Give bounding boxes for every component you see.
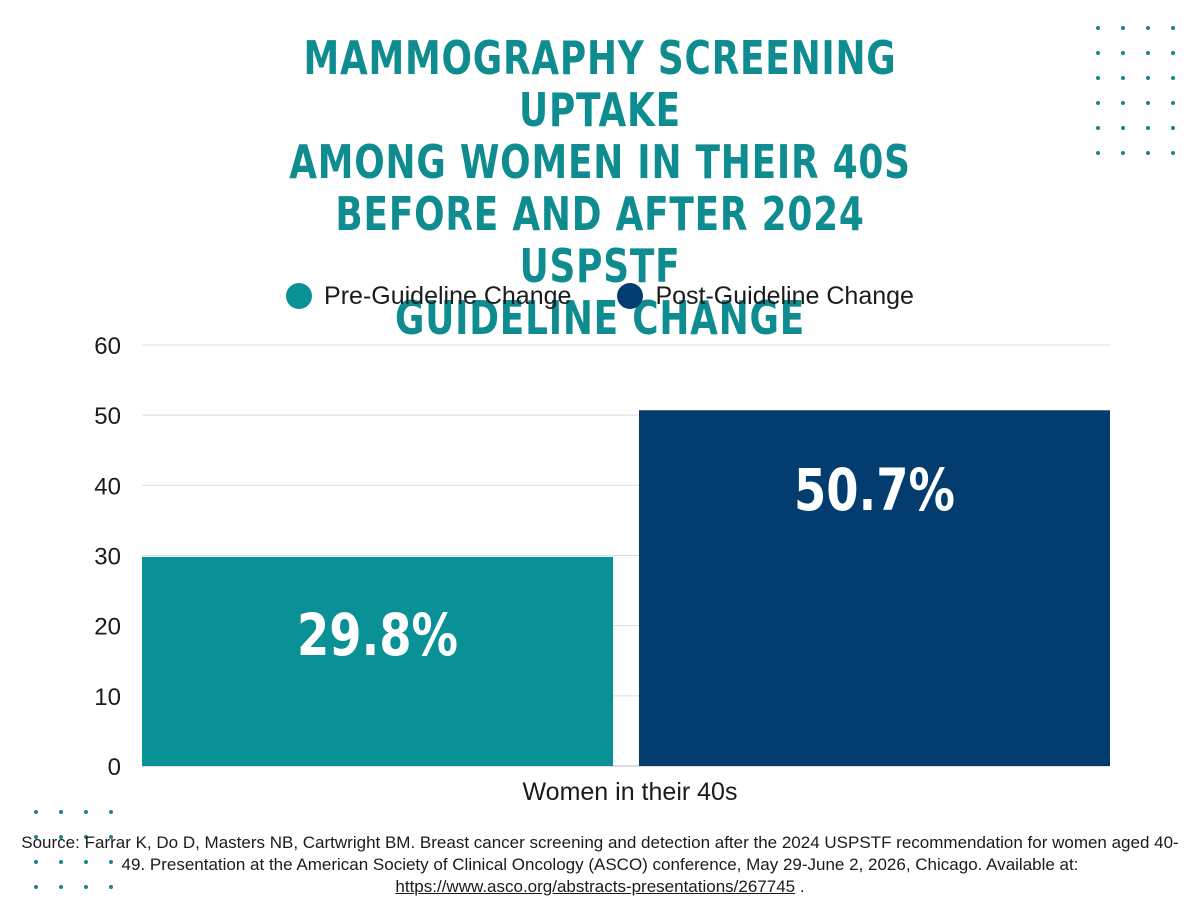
decorative-dot	[1171, 101, 1175, 105]
decorative-dot	[109, 885, 113, 889]
decorative-dot	[1096, 151, 1100, 155]
y-tick-label: 60	[94, 333, 121, 360]
decorative-dot	[34, 835, 38, 839]
decorative-dot	[34, 810, 38, 814]
decorative-dot	[1146, 126, 1150, 130]
y-tick-label: 30	[94, 544, 121, 571]
legend-label-post: Post-Guideline Change	[655, 281, 914, 310]
decorative-dot	[84, 885, 88, 889]
y-tick-label: 0	[108, 754, 121, 781]
decorative-dot	[84, 860, 88, 864]
source-citation: Source: Farrar K, Do D, Masters NB, Cart…	[10, 832, 1190, 898]
legend-label-pre: Pre-Guideline Change	[324, 281, 572, 310]
decorative-dot	[1121, 51, 1125, 55]
decorative-dot	[1121, 76, 1125, 80]
decorative-dot	[109, 835, 113, 839]
decorative-dot	[1121, 26, 1125, 30]
y-tick-label: 40	[94, 473, 121, 500]
decorative-dot	[1121, 126, 1125, 130]
decorative-dot	[84, 835, 88, 839]
decorative-dot	[84, 810, 88, 814]
legend-item-pre: Pre-Guideline Change	[286, 282, 571, 311]
legend-swatch-pre	[286, 283, 313, 309]
bar-pre	[142, 556, 613, 766]
decorative-dot	[59, 810, 63, 814]
legend-item-post: Post-Guideline Change	[617, 282, 914, 311]
decorative-dot	[1096, 26, 1100, 30]
decorative-dot	[1171, 76, 1175, 80]
decorative-dot	[1146, 76, 1150, 80]
decorative-dot	[59, 835, 63, 839]
decorative-dot	[1146, 51, 1150, 55]
decorative-dot	[1146, 151, 1150, 155]
y-tick-label: 10	[94, 684, 121, 711]
chart-title: MAMMOGRAPHY SCREENING UPTAKE AMONG WOMEN…	[289, 31, 911, 345]
decorative-dot	[34, 885, 38, 889]
decorative-dot	[1171, 26, 1175, 30]
bar-chart: 0 10 20 30 40 50 60 29.8% 50.7% Women in their 40…	[94, 333, 1110, 806]
data-label-pre: 29.8%	[297, 602, 458, 669]
decorative-dot	[1171, 51, 1175, 55]
y-tick-label: 50	[94, 403, 121, 430]
decorative-dot	[1171, 151, 1175, 155]
decorative-dot	[1096, 76, 1100, 80]
data-label-post: 50.7%	[794, 457, 955, 524]
decorative-dot	[109, 860, 113, 864]
decorative-dot	[1121, 151, 1125, 155]
legend-swatch-post	[617, 283, 644, 309]
decorative-dot	[1096, 126, 1100, 130]
decorative-dot	[109, 810, 113, 814]
decorative-dot	[1096, 101, 1100, 105]
bar-post	[639, 410, 1110, 766]
source-link[interactable]: https://www.asco.org/abstracts-presentat…	[395, 877, 796, 896]
decorative-dot	[59, 860, 63, 864]
decorative-dot	[34, 860, 38, 864]
decorative-dot	[1146, 26, 1150, 30]
decorative-dot	[1146, 101, 1150, 105]
legend: Pre-Guideline Change Post-Guideline Chan…	[0, 276, 1200, 316]
decorative-dot	[1096, 51, 1100, 55]
decorative-dot	[59, 885, 63, 889]
source-text: Source: Farrar K, Do D, Masters NB, Cart…	[21, 833, 1179, 874]
decorative-dot	[1171, 126, 1175, 130]
y-tick-label: 20	[94, 614, 121, 641]
decorative-dot	[1121, 101, 1125, 105]
x-category-label: Women in their 40s	[523, 778, 738, 806]
source-suffix: .	[795, 877, 805, 896]
